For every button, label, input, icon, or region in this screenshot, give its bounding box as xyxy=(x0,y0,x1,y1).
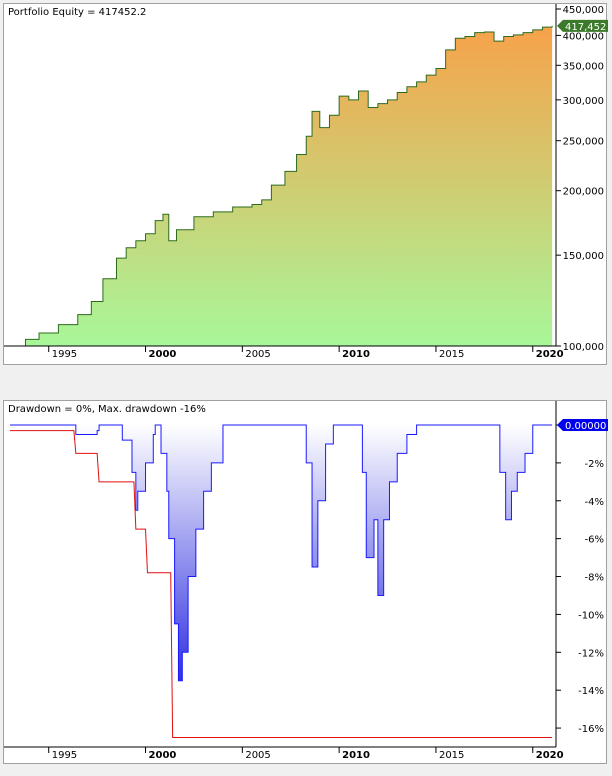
equity-y-tick-label: 200,000 xyxy=(563,187,604,198)
drawdown-y-tick-label: -6% xyxy=(585,535,604,546)
drawdown-y-tick-label: -12% xyxy=(578,648,604,659)
equity-y-tick-label: 350,000 xyxy=(563,61,604,72)
drawdown-chart: Drawdown = 0%, Max. drawdown -16% 1995 20… xyxy=(4,401,608,761)
drawdown-last-value-badge: 0.00000 xyxy=(557,419,608,432)
equity-y-tick-label: 450,000 xyxy=(563,5,604,16)
max-drawdown-line xyxy=(10,430,553,739)
equity-chart-panel: Portfolio Equity = 417452.2 1995 2000 2005… xyxy=(3,3,608,365)
equity-title: Portfolio Equity = 417452.2 xyxy=(8,7,146,18)
equity-line xyxy=(10,25,553,347)
drawdown-x-tick-label: 2000 xyxy=(149,750,177,761)
equity-y-tick-label: 150,000 xyxy=(563,251,604,262)
drawdown-chart-panel: Drawdown = 0%, Max. drawdown -16% 1995 20… xyxy=(3,400,608,764)
drawdown-area xyxy=(10,425,553,681)
equity-y-tick-label: 100,000 xyxy=(563,342,604,353)
drawdown-line xyxy=(10,424,553,682)
drawdown-y-tick-label: -16% xyxy=(578,724,604,735)
equity-y-tick-label: 250,000 xyxy=(563,137,604,148)
equity-area xyxy=(10,25,553,346)
drawdown-y-tick-label: -14% xyxy=(578,686,604,697)
drawdown-x-tick-label: 2005 xyxy=(245,750,270,761)
equity-last-value-badge: 417,452 xyxy=(557,19,608,33)
drawdown-x-tick-label: 1995 xyxy=(52,750,77,761)
drawdown-x-tick-label: 2010 xyxy=(342,750,370,761)
equity-last-value-label: 417,452 xyxy=(565,22,606,33)
equity-x-tick-label: 2005 xyxy=(245,349,270,360)
drawdown-title: Drawdown = 0%, Max. drawdown -16% xyxy=(8,404,206,415)
drawdown-last-value-label: 0.00000 xyxy=(565,421,606,432)
drawdown-y-tick-label: -2% xyxy=(585,459,604,470)
equity-chart: Portfolio Equity = 417452.2 1995 2000 2005… xyxy=(4,4,608,360)
equity-x-tick-label: 2000 xyxy=(149,349,177,360)
equity-y-tick-label: 300,000 xyxy=(563,96,604,107)
equity-x-tick-label: 2020 xyxy=(536,349,564,360)
drawdown-y-tick-label: -8% xyxy=(585,573,604,584)
equity-x-tick-label: 1995 xyxy=(52,349,77,360)
equity-y-tick-label: 400,000 xyxy=(563,31,604,42)
drawdown-x-tick-label: 2020 xyxy=(536,750,564,761)
drawdown-x-tick-label: 2015 xyxy=(439,750,464,761)
drawdown-y-tick-label: -10% xyxy=(578,610,604,621)
equity-x-tick-label: 2015 xyxy=(439,349,464,360)
drawdown-y-tick-label: -4% xyxy=(585,497,604,508)
equity-x-tick-label: 2010 xyxy=(342,349,370,360)
